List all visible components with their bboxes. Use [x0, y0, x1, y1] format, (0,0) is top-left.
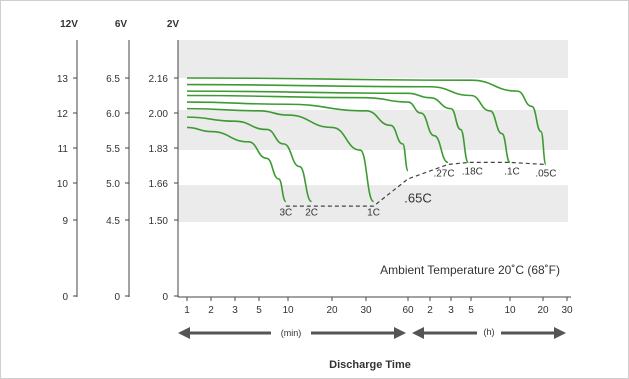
discharge-curve-3C: [186, 126, 287, 203]
discharge-curve-p05C: [186, 77, 547, 166]
hours-range-arrow-head-right: [554, 327, 566, 339]
x-tick-label-h: 30: [561, 305, 573, 316]
axis-2v-tick-label: 1.50: [149, 216, 169, 227]
x-tick-label-h: 20: [537, 305, 549, 316]
unit-min-label: (min): [281, 328, 302, 338]
x-tick-label-min: 5: [256, 305, 262, 316]
cutoff-voltage-line: [285, 161, 546, 207]
unit-h-bg: [477, 325, 501, 339]
x-tick-label-min: 1: [184, 305, 190, 316]
axis-6v-tick-label: 5.5: [106, 144, 120, 155]
x-tick-label-min: 30: [360, 305, 372, 316]
discharge-curve-2C: [186, 116, 313, 203]
discharge-curve-p1C: [186, 83, 511, 164]
curve-label-p65C: .65C: [404, 191, 431, 206]
x-axis-title: Discharge Time: [329, 359, 411, 371]
curve-label-p1C: .1C: [504, 166, 520, 177]
grid-band: [178, 110, 568, 150]
minutes-range-arrow-head-left: [178, 327, 190, 339]
curve-label-p27C: .27C: [433, 168, 454, 179]
curve-label-p05C: .05C: [535, 168, 556, 179]
discharge-curve-p65C: [186, 101, 409, 172]
axis-12v-tick-label: 0: [62, 292, 68, 303]
axis-12v-tick-label: 10: [57, 179, 69, 190]
x-tick-label-min: 60: [402, 305, 414, 316]
axis-2v-tick-label: 2.16: [149, 74, 169, 85]
grid-band: [178, 185, 568, 222]
axis-2v-tick-label: 1.83: [149, 144, 169, 155]
unit-h-label: (h): [484, 327, 495, 337]
unit-min-bg: [271, 325, 311, 339]
curve-label-1C: 1C: [367, 208, 380, 219]
x-tick-label-h: 10: [504, 305, 516, 316]
grid-band: [178, 40, 568, 78]
x-tick-label-min: 20: [326, 305, 338, 316]
axis-6v-tick-label: 0: [114, 292, 120, 303]
curve-label-3C: 3C: [279, 208, 292, 219]
axis-6v-tick-label: 4.5: [106, 216, 120, 227]
curve-label-2C: 2C: [305, 208, 318, 219]
curve-label-p18C: .18C: [462, 166, 483, 177]
discharge-curve-p18C: [186, 90, 470, 164]
x-tick-label-h: 5: [468, 305, 474, 316]
temperature-annotation: Ambient Temperature 20˚C (68˚F): [380, 263, 560, 277]
axis-2v-tick-label: 0: [162, 292, 168, 303]
x-tick-label-h: 2: [427, 305, 433, 316]
axis-6v-header: 6V: [115, 19, 128, 30]
axis-12v-tick-label: 13: [57, 74, 69, 85]
minutes-range-arrow-head-right: [394, 327, 406, 339]
axis-12v-tick-label: 9: [62, 216, 68, 227]
axis-12v-tick-label: 12: [57, 109, 69, 120]
axis-6v-tick-label: 5.0: [106, 179, 120, 190]
x-tick-label-min: 3: [232, 305, 238, 316]
axis-12v-tick-label: 11: [58, 144, 69, 155]
x-tick-label-min: 2: [208, 305, 214, 316]
axis-6v-tick-label: 6.5: [106, 74, 120, 85]
x-tick-label-min: 10: [282, 305, 294, 316]
discharge-curve-p27C: [186, 94, 449, 164]
axis-2v-header: 2V: [167, 19, 180, 30]
axis-12v-header: 12V: [60, 19, 78, 30]
axis-6v-tick-label: 6.0: [106, 109, 120, 120]
discharge-curve-1C: [186, 107, 375, 203]
axis-2v-tick-label: 2.00: [149, 109, 169, 120]
x-tick-label-h: 3: [448, 305, 454, 316]
hours-range-arrow-head-left: [412, 327, 424, 339]
axis-2v-tick-label: 1.66: [149, 179, 169, 190]
